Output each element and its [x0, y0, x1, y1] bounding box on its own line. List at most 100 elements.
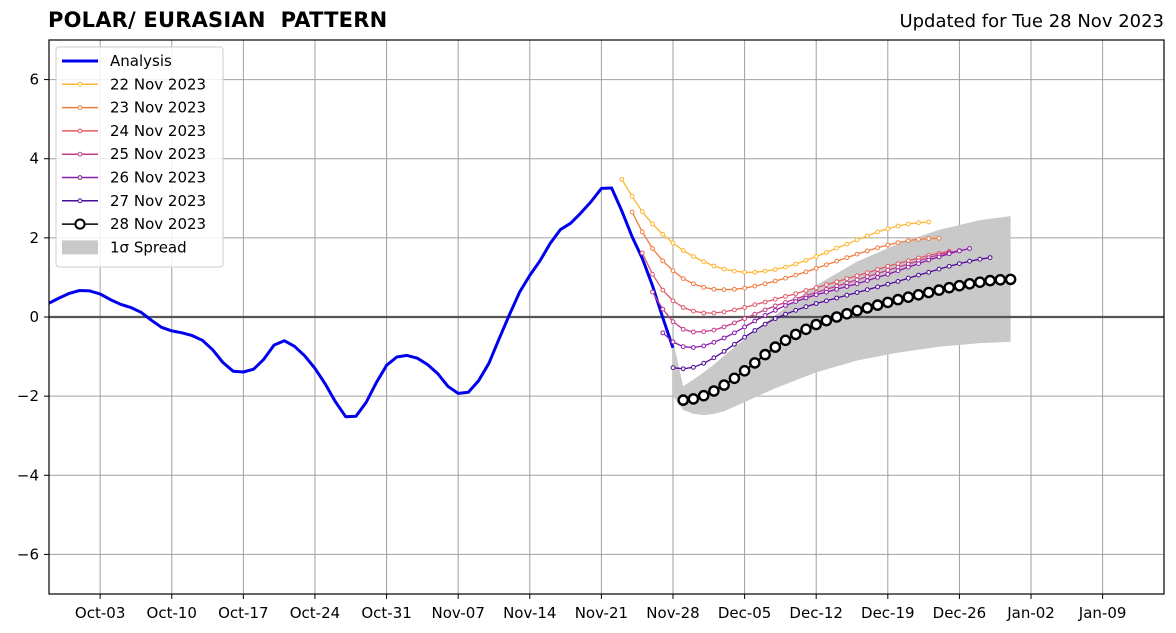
forecast-point — [967, 246, 972, 251]
forecast-point — [691, 308, 696, 314]
forecast-point — [783, 264, 788, 270]
forecast-point — [864, 270, 870, 276]
forecast-point — [885, 271, 891, 277]
x-tick-label: Dec-26 — [933, 604, 987, 622]
y-tick-label: 6 — [29, 71, 39, 89]
forecast-point — [813, 285, 819, 291]
forecast-point — [687, 393, 700, 405]
x-tick-label: Nov-28 — [646, 604, 699, 622]
forecast-point — [670, 339, 676, 345]
y-tick-label: 0 — [29, 308, 39, 326]
forecast-point — [902, 291, 915, 304]
forecast-point — [824, 282, 829, 288]
forecast-point — [861, 302, 874, 314]
legend-marker — [77, 198, 83, 204]
forecast-point — [721, 324, 727, 330]
legend-item: 27 Nov 2023 — [62, 192, 206, 210]
forecast-point — [793, 307, 799, 313]
forecast-point — [772, 278, 778, 284]
forecast-point — [957, 261, 962, 267]
forecast-point — [721, 266, 727, 272]
x-tick-label: Oct-17 — [218, 604, 268, 622]
forecast-point — [810, 318, 823, 331]
legend-swatch — [62, 240, 98, 255]
chart-title: POLAR/ EURASIAN PATTERN — [48, 8, 388, 32]
forecast-point — [824, 289, 829, 295]
legend-item: 22 Nov 2023 — [62, 75, 206, 93]
forecast-point — [834, 245, 840, 251]
forecast-point — [660, 330, 666, 336]
forecast-point — [977, 256, 983, 262]
legend: Analysis 22 Nov 2023 23 Nov 2023 24 Nov 202… — [55, 46, 224, 268]
forecast-point — [728, 372, 741, 385]
legend-item: 1σ Spread — [62, 238, 187, 256]
forecast-point — [895, 223, 901, 229]
forecast-point — [916, 237, 921, 242]
y-tick-label: 4 — [29, 150, 39, 168]
forecast-point — [871, 299, 884, 311]
forecast-point — [732, 330, 737, 336]
forecast-point — [762, 268, 768, 274]
forecast-point — [680, 248, 686, 253]
forecast-point — [660, 287, 666, 293]
legend-label: Analysis — [110, 52, 172, 70]
forecast-point — [711, 355, 717, 361]
forecast-point — [721, 309, 727, 315]
legend-label: 27 Nov 2023 — [110, 192, 206, 210]
forecast-point — [803, 288, 809, 293]
forecast-point — [844, 292, 850, 298]
forecast-series — [670, 255, 993, 372]
y-tick-label: −6 — [17, 545, 39, 563]
forecast-point — [885, 242, 891, 248]
forecast-point — [916, 261, 921, 267]
forecast-point — [844, 276, 850, 282]
forecast-point — [711, 310, 717, 316]
forecast-point — [691, 329, 696, 335]
y-tick-label: 2 — [29, 229, 39, 247]
forecast-point — [800, 323, 812, 336]
forecast-point — [762, 281, 768, 287]
forecast-point — [772, 303, 778, 309]
forecast-point — [772, 296, 778, 302]
forecast-point — [854, 237, 860, 243]
forecast-point — [752, 302, 758, 308]
forecast-point — [759, 348, 771, 361]
forecast-point — [779, 334, 792, 347]
forecast-point — [711, 286, 717, 292]
forecast-point — [895, 240, 901, 246]
forecast-point — [783, 311, 788, 317]
forecast-point — [1004, 273, 1017, 286]
forecast-point — [749, 357, 761, 369]
forecast-point — [916, 272, 921, 278]
forecast-point — [830, 311, 843, 323]
x-tick-label: Oct-03 — [75, 604, 125, 622]
forecast-point — [772, 316, 778, 322]
forecast-point — [680, 326, 686, 332]
forecast-point — [789, 328, 802, 341]
x-tick-label: Dec-19 — [861, 604, 915, 622]
forecast-point — [752, 328, 758, 333]
forecast-point — [844, 241, 850, 247]
forecast-point — [793, 291, 799, 297]
legend-marker — [77, 81, 83, 87]
forecast-point — [762, 313, 768, 318]
forecast-point — [824, 250, 829, 255]
forecast-point — [834, 258, 840, 264]
forecast-point — [875, 229, 880, 235]
forecast-point — [629, 209, 635, 215]
forecast-point — [680, 305, 686, 310]
legend-item: 25 Nov 2023 — [62, 145, 206, 163]
forecast-point — [783, 294, 788, 299]
y-tick-label: −4 — [17, 466, 39, 484]
legend-marker — [77, 105, 83, 110]
forecast-series — [629, 209, 942, 293]
forecast-point — [933, 284, 945, 296]
legend-item: 24 Nov 2023 — [62, 122, 206, 140]
forecast-point — [742, 305, 747, 310]
forecast-point — [732, 320, 737, 326]
forecast-point — [854, 281, 860, 287]
forecast-point — [834, 295, 840, 301]
forecast-point — [864, 248, 870, 254]
legend-item: 28 Nov 2023 — [62, 215, 206, 233]
